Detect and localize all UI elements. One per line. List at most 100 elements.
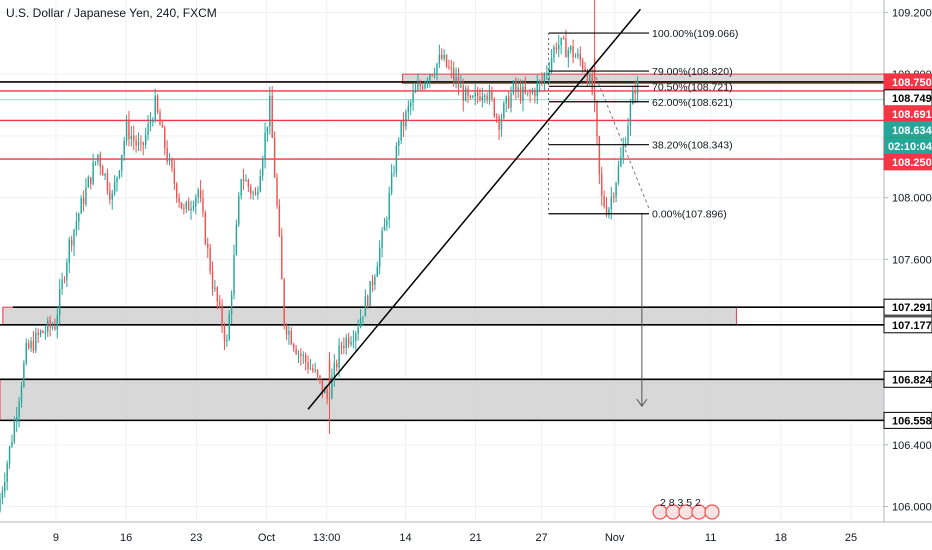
dashed-connector — [595, 77, 650, 209]
candle-body — [579, 53, 581, 61]
candle-body — [412, 92, 414, 103]
time-axis[interactable]: 9 16 23 Oct 13:00 14 21 27 Nov 11 18 25 — [0, 521, 932, 550]
candle-body — [101, 166, 104, 176]
candle-body — [164, 127, 166, 149]
candle-body — [42, 330, 44, 333]
candle-body — [543, 74, 546, 82]
price-tag-label: 108.691 — [892, 109, 932, 121]
candle-body — [23, 363, 25, 387]
candle-body — [469, 95, 472, 98]
candle-body — [297, 353, 300, 355]
candle-body — [281, 235, 283, 280]
candle-body — [378, 247, 381, 268]
fib-level-label: 79.00%(108.820) — [652, 66, 733, 78]
candle-body — [398, 140, 400, 146]
candle-body — [259, 175, 261, 192]
candle-body — [78, 213, 80, 222]
candle-body — [550, 57, 553, 70]
candle-body — [505, 96, 507, 104]
candle-body — [467, 88, 469, 96]
price-axis[interactable]: 109.200108.800108.400108.000107.600107.2… — [883, 0, 932, 550]
candle-body — [154, 95, 156, 122]
candle-body — [510, 93, 512, 108]
candle-body — [304, 355, 307, 363]
candle-body — [517, 87, 519, 91]
candle-body — [99, 154, 102, 167]
candle-body — [527, 92, 529, 94]
candle-body — [245, 180, 247, 182]
horizontal-levels — [0, 81, 884, 422]
candle-body — [233, 254, 235, 295]
candle-body — [410, 102, 412, 107]
candle-body — [565, 38, 567, 58]
time-tick-label: 23 — [190, 532, 202, 544]
candle-body — [104, 173, 106, 176]
candle-body — [450, 67, 453, 69]
time-tick-label: Nov — [605, 532, 625, 544]
candle-body — [593, 58, 596, 82]
candle-body — [11, 441, 13, 447]
candle-body — [140, 142, 142, 144]
candle-body — [593, 92, 596, 102]
candle-body — [386, 219, 388, 226]
price-tag: 107.177 — [883, 316, 932, 334]
candle-body — [92, 162, 94, 184]
candle-body — [166, 148, 168, 162]
price-tag-label: 108.749 — [892, 93, 932, 105]
candle-body — [326, 389, 328, 399]
candle-body — [288, 330, 290, 335]
trendline — [307, 8, 642, 410]
candle-body — [538, 80, 541, 84]
candle-body — [252, 192, 254, 194]
candle-body — [183, 208, 185, 210]
candle-body — [515, 81, 517, 91]
price-tag-label: 107.177 — [892, 320, 932, 332]
candle-body — [266, 126, 269, 133]
candle-body — [433, 73, 436, 75]
candle-body — [254, 192, 257, 195]
candle-body — [314, 370, 316, 372]
candle-body — [343, 345, 345, 348]
candle-body — [340, 345, 343, 347]
candle-body — [474, 92, 476, 97]
candle-body — [402, 121, 405, 127]
candle-body — [321, 379, 324, 394]
candle-body — [443, 54, 445, 59]
events-badge[interactable]: 2 8 3 5 2 — [652, 497, 720, 520]
candle-body — [486, 95, 488, 100]
countdown-background — [884, 137, 932, 154]
candle-body — [636, 80, 639, 94]
candle-body — [407, 106, 410, 112]
candle-body — [436, 63, 438, 74]
candle-body — [598, 136, 601, 175]
candle-body — [362, 316, 364, 319]
candle-body — [400, 121, 402, 141]
price-tag-background — [883, 411, 932, 429]
candle-body — [448, 66, 450, 68]
candle-body — [269, 95, 271, 127]
price-tag: 106.824 — [883, 370, 932, 388]
candle-body — [634, 90, 636, 94]
candle-body — [333, 362, 336, 377]
time-tick-label: 14 — [399, 532, 411, 544]
zone-box — [2, 306, 737, 326]
candle-body — [438, 54, 441, 64]
candle-body — [522, 86, 524, 101]
candle-body — [250, 186, 252, 194]
chart-drawings — [307, 8, 650, 410]
time-axis-background — [0, 522, 932, 550]
candle-body — [472, 96, 474, 98]
candle-body — [615, 183, 617, 197]
candle-body — [51, 326, 54, 328]
candle-body — [536, 83, 538, 97]
candle-body — [161, 125, 164, 128]
candle-body — [144, 134, 147, 145]
candlesticks — [0, 0, 639, 513]
candle-body — [192, 206, 195, 209]
candle-body — [481, 96, 484, 101]
candle-body — [178, 197, 180, 203]
candle-body — [171, 159, 173, 169]
candle-body — [106, 173, 109, 191]
price-tag: 107.291 — [883, 298, 932, 316]
